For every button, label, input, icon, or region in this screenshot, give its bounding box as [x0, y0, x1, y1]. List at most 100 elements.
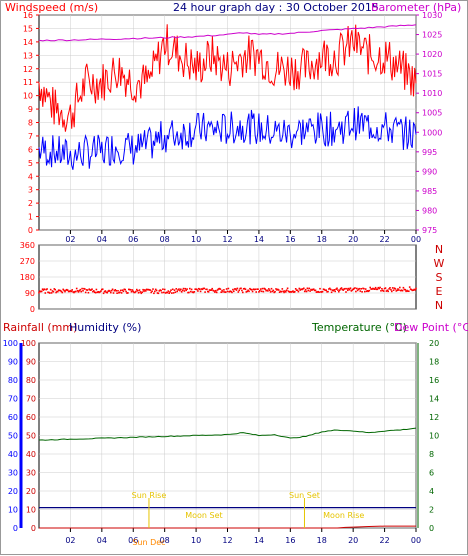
- rainfall-axis-label: Rainfall (mm): [3, 321, 77, 334]
- direction-point: [233, 288, 236, 290]
- direction-point: [305, 290, 308, 293]
- direction-point: [235, 289, 238, 291]
- direction-point: [349, 287, 352, 289]
- direction-point: [332, 289, 335, 292]
- direction-point: [143, 290, 145, 293]
- windspeed-tick-label-2: 2: [28, 199, 33, 208]
- climate-panel-grid: [39, 342, 417, 529]
- direction-point: [131, 289, 134, 291]
- annotation-label-4: Sun Dec: [132, 538, 165, 547]
- direction-point: [205, 288, 207, 291]
- windspeed-tick-label-12: 12: [23, 65, 33, 74]
- direction-point: [171, 288, 174, 291]
- direction-tick-label-2: 180: [20, 273, 35, 282]
- rain-humidity-axis: 0 0 10 10 20 20 30 30 40 40 50 50 60 60 70 70 80 80 90 90 10…: [3, 339, 36, 533]
- wind-time-axis: 02 04 06 08 10 12 14 16 18 20 22 00: [65, 230, 421, 244]
- direction-point: [234, 288, 237, 290]
- direction-point: [230, 290, 232, 293]
- direction-point: [293, 291, 295, 293]
- direction-point: [229, 290, 231, 292]
- direction-point: [285, 289, 288, 291]
- direction-point: [57, 289, 60, 291]
- direction-point: [128, 288, 131, 291]
- direction-point: [106, 291, 108, 294]
- direction-point: [42, 289, 45, 291]
- rainfall-tick-label-5: 50: [26, 432, 36, 441]
- temperature-axis-label: Temperature (°C): [311, 321, 407, 334]
- direction-point: [389, 287, 391, 289]
- direction-point: [337, 289, 339, 291]
- direction-point: [224, 291, 226, 293]
- direction-point: [334, 290, 336, 293]
- direction-point: [89, 289, 91, 291]
- direction-point: [141, 291, 143, 293]
- compass-letter-1: W: [434, 257, 445, 270]
- direction-point: [58, 289, 61, 292]
- direction-point: [158, 290, 161, 292]
- direction-point: [206, 288, 208, 291]
- barometer-tick-label-8: 1015: [422, 70, 442, 79]
- direction-point: [249, 287, 251, 290]
- direction-point: [302, 288, 304, 290]
- direction-point: [51, 290, 54, 292]
- direction-point: [330, 291, 333, 294]
- direction-point: [324, 289, 327, 292]
- direction-point: [116, 292, 118, 294]
- direction-point: [160, 289, 162, 292]
- windspeed-axis-label: Windspeed (m/s): [5, 1, 98, 14]
- direction-point: [359, 290, 362, 292]
- direction-point: [396, 289, 398, 292]
- direction-point: [395, 290, 398, 292]
- direction-point: [373, 288, 376, 290]
- direction-point: [149, 289, 152, 291]
- direction-point: [135, 290, 137, 293]
- direction-point: [72, 291, 74, 293]
- direction-point: [364, 290, 366, 293]
- direction-point: [243, 287, 246, 290]
- direction-point: [310, 288, 312, 291]
- direction-point: [219, 288, 222, 290]
- direction-point: [339, 288, 342, 290]
- direction-point: [382, 290, 385, 292]
- wind-xtick-label-5: 12: [222, 235, 232, 244]
- humidity-tick-label-5: 50: [8, 432, 18, 441]
- direction-point: [408, 290, 410, 292]
- direction-point: [239, 287, 241, 290]
- barometer-tick-label-6: 1005: [422, 109, 442, 118]
- direction-point: [55, 291, 57, 294]
- direction-point: [314, 289, 317, 292]
- direction-point: [74, 290, 76, 293]
- direction-point: [306, 287, 309, 290]
- direction-point: [299, 289, 301, 291]
- direction-point: [408, 286, 411, 288]
- direction-point: [63, 289, 65, 292]
- direction-point: [208, 289, 211, 291]
- direction-point: [140, 292, 143, 295]
- direction-point: [133, 291, 135, 294]
- direction-point: [404, 288, 406, 291]
- direction-point: [171, 292, 173, 294]
- direction-point: [213, 290, 215, 292]
- direction-point: [285, 291, 287, 293]
- humidity-tick-label-1: 10: [8, 506, 18, 515]
- temperature-tick-label-4: 8: [429, 450, 434, 459]
- direction-point: [48, 291, 50, 294]
- direction-point: [342, 289, 345, 291]
- direction-point: [134, 291, 136, 294]
- direction-point: [59, 289, 62, 292]
- direction-point: [96, 291, 99, 294]
- direction-point: [360, 288, 362, 290]
- direction-point: [110, 289, 113, 292]
- direction-point: [376, 288, 379, 291]
- humidity-tick-label-3: 30: [8, 469, 18, 478]
- direction-point: [43, 288, 46, 290]
- barometer-tick-label-0: 975: [422, 226, 437, 235]
- direction-point: [198, 287, 200, 290]
- direction-point: [267, 290, 269, 292]
- direction-point: [386, 289, 389, 292]
- direction-point: [291, 290, 293, 293]
- annotation-label-3: Moon Rise: [323, 511, 364, 520]
- direction-point: [174, 291, 177, 293]
- annotation-label-1: Sun Set: [289, 491, 320, 500]
- direction-point: [356, 287, 358, 290]
